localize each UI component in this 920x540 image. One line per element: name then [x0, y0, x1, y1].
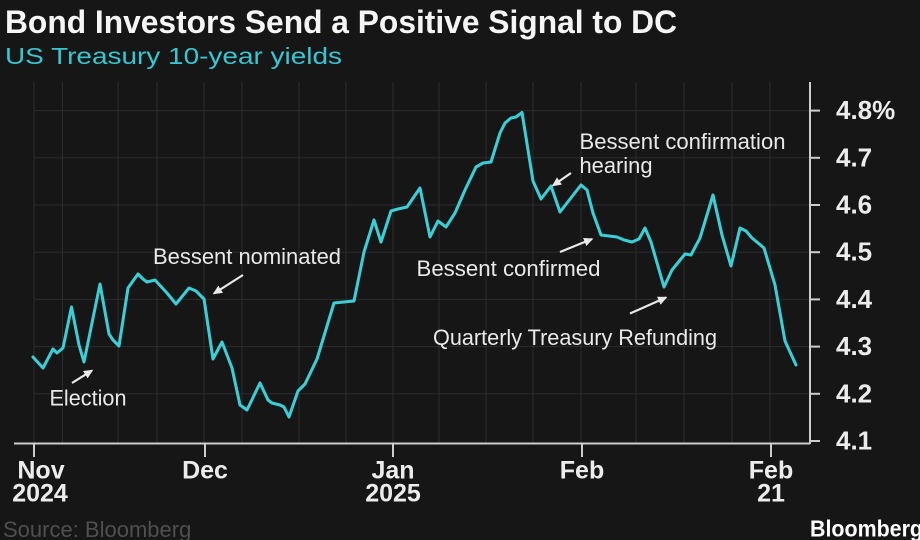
- svg-text:Jan: Jan: [371, 457, 414, 485]
- svg-text:Election: Election: [50, 386, 127, 411]
- svg-text:Bessent confirmation: Bessent confirmation: [580, 129, 786, 154]
- svg-text:2024: 2024: [12, 480, 68, 508]
- svg-text:US Treasury 10-year yields: US Treasury 10-year yields: [5, 43, 342, 69]
- svg-text:Bessent confirmed: Bessent confirmed: [417, 256, 601, 281]
- svg-text:Bond Investors Send a Positive: Bond Investors Send a Positive Signal to…: [5, 4, 677, 40]
- svg-text:4.4: 4.4: [836, 284, 873, 314]
- svg-text:2025: 2025: [365, 480, 421, 508]
- svg-text:4.8%: 4.8%: [836, 95, 895, 125]
- svg-text:Bessent nominated: Bessent nominated: [153, 244, 341, 269]
- svg-text:hearing: hearing: [580, 153, 653, 178]
- svg-text:Dec: Dec: [182, 457, 228, 485]
- svg-text:4.3: 4.3: [836, 331, 872, 361]
- svg-text:4.5: 4.5: [836, 237, 872, 267]
- svg-text:Nov: Nov: [17, 457, 64, 485]
- svg-text:Feb: Feb: [749, 457, 793, 485]
- svg-text:Feb: Feb: [560, 457, 604, 485]
- svg-text:4.6: 4.6: [836, 190, 872, 220]
- svg-text:Bloomberg: Bloomberg: [810, 516, 920, 540]
- svg-text:Quarterly Treasury Refunding: Quarterly Treasury Refunding: [433, 325, 717, 350]
- svg-text:4.2: 4.2: [836, 378, 872, 408]
- svg-text:4.7: 4.7: [836, 142, 872, 172]
- svg-text:4.1: 4.1: [836, 426, 872, 456]
- svg-text:21: 21: [757, 480, 785, 508]
- svg-text:Source: Bloomberg: Source: Bloomberg: [3, 517, 191, 540]
